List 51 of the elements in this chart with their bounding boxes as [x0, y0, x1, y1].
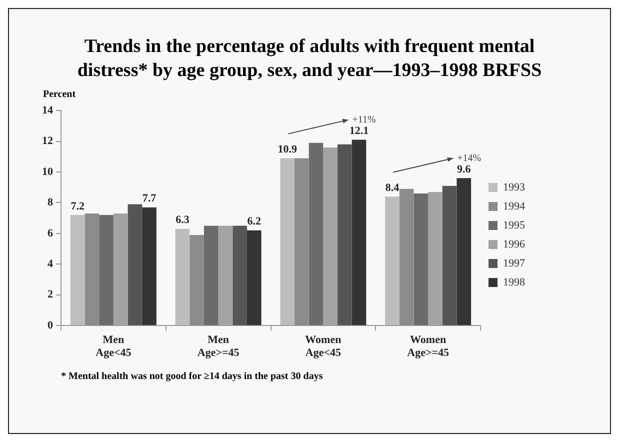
y-tick-label: 12	[42, 135, 54, 148]
data-label: 8.4	[385, 182, 400, 194]
data-label: 6.3	[176, 214, 190, 226]
bar	[175, 228, 190, 326]
chart-title: Trends in the percentage of adults with frequent mental distress* by age group, sex, and year—1993–1998 BRFSS	[76, 35, 543, 83]
legend-label: 1995	[503, 219, 526, 232]
legend-label: 1993	[503, 181, 526, 194]
y-tick-label: 8	[48, 196, 54, 209]
bar	[280, 158, 295, 326]
bar	[294, 158, 309, 326]
bar	[246, 230, 262, 326]
bar	[204, 226, 218, 326]
data-label: 10.9	[278, 144, 298, 156]
y-tick-label: 0	[48, 319, 54, 332]
bar	[308, 142, 324, 326]
bar	[190, 234, 204, 326]
bar	[338, 144, 352, 326]
bar	[385, 196, 400, 326]
bar	[456, 178, 472, 326]
bar	[99, 215, 114, 326]
data-label: 9.6	[457, 164, 472, 176]
legend-label: 1997	[503, 257, 526, 270]
y-tick-label: 6	[48, 227, 54, 240]
bar	[84, 213, 100, 326]
y-tick-label: 4	[48, 258, 54, 270]
bar	[414, 194, 428, 326]
bar	[399, 188, 414, 326]
bar	[142, 207, 156, 326]
annotation: +14%	[457, 152, 482, 164]
legend-label: 1996	[503, 238, 526, 250]
y-tick-label: 14	[42, 104, 54, 116]
data-label: 7.2	[70, 200, 85, 212]
bar	[128, 204, 142, 326]
y-axis-title: Percent	[43, 89, 77, 101]
data-label: 7.7	[142, 192, 157, 205]
text: * Mental health was not good for ≥14 days in the past 30 days	[61, 371, 324, 382]
bar	[352, 140, 366, 326]
x-tick-label: Women Age<45	[305, 334, 342, 360]
legend-label: 1994	[503, 200, 526, 212]
x-tick-label: Men Age>=45	[197, 334, 240, 360]
y-tick-label: 10	[42, 166, 54, 178]
data-label: 12.1	[349, 125, 369, 138]
annotation: +11%	[352, 114, 376, 126]
bar	[442, 186, 457, 326]
bar	[232, 226, 247, 326]
legend-label: 1998	[503, 276, 526, 288]
x-tick-label: Women Age>=45	[407, 334, 450, 360]
bar	[70, 215, 85, 326]
x-tick-label: Men Age<45	[96, 334, 132, 360]
y-tick-label: 2	[48, 288, 54, 301]
data-label: 6.2	[247, 216, 262, 228]
